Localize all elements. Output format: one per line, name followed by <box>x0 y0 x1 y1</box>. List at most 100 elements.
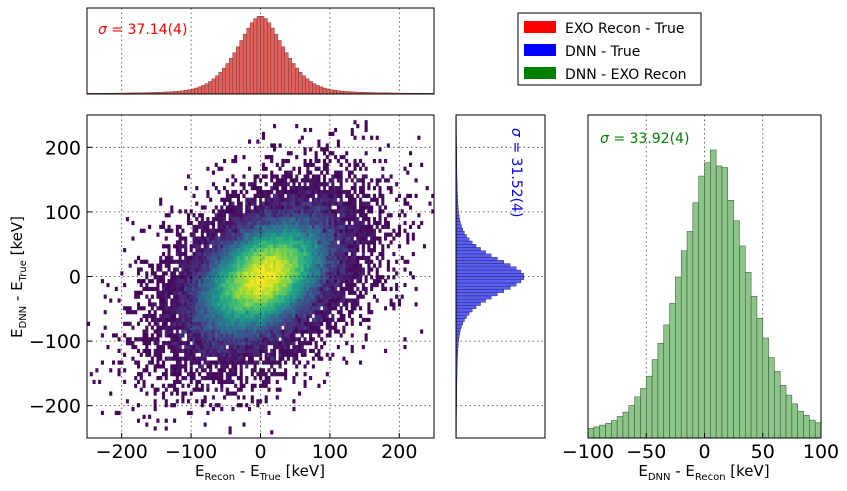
difference-histogram-bar <box>692 202 699 439</box>
heatmap-cell <box>223 290 227 295</box>
heatmap-cell <box>206 251 210 257</box>
heatmap-cell <box>292 197 296 202</box>
heatmap-cell <box>131 310 135 315</box>
heatmap-cell <box>292 360 296 365</box>
heatmap-cell <box>320 205 324 210</box>
heatmap-cell <box>175 244 179 249</box>
heatmap-cell <box>286 205 290 210</box>
heatmap-cell <box>173 356 177 361</box>
heatmap-cell <box>239 364 243 369</box>
heatmap-cell <box>192 333 196 338</box>
heatmap-cell <box>278 197 282 202</box>
heatmap-cell <box>345 236 349 241</box>
heatmap-cell <box>148 414 152 419</box>
heatmap-cell <box>136 360 141 365</box>
heatmap-cell <box>297 170 302 175</box>
heatmap-cell <box>275 321 279 326</box>
heatmap-cell <box>181 375 185 381</box>
heatmap-cell <box>306 244 310 249</box>
heatmap-cell <box>350 317 354 323</box>
top-histogram-bar <box>249 22 254 95</box>
heatmap-cell <box>206 263 210 268</box>
heatmap-cell <box>275 317 279 323</box>
heatmap-cell <box>164 387 168 392</box>
heatmap-cell <box>392 251 396 257</box>
heatmap-cell <box>292 248 296 253</box>
heatmap-cell <box>186 310 191 315</box>
heatmap-cell <box>272 271 277 276</box>
heatmap-cell <box>306 236 310 241</box>
heatmap-cell <box>300 193 304 198</box>
heatmap-cell <box>325 213 329 218</box>
heatmap-cell <box>250 220 254 226</box>
heatmap-cell <box>336 158 340 164</box>
heatmap-cell <box>336 143 340 148</box>
heatmap-cell <box>264 220 268 226</box>
heatmap-cell <box>236 263 240 268</box>
heatmap-cell <box>306 220 310 226</box>
heatmap-cell <box>334 251 338 257</box>
difference-x-tick-label: −50 <box>626 441 666 463</box>
heatmap-cell <box>253 325 257 330</box>
heatmap-cell <box>361 205 365 210</box>
heatmap-cell <box>195 275 199 280</box>
heatmap-cell <box>303 379 307 385</box>
heatmap-cell <box>320 251 324 257</box>
heatmap-cell <box>192 236 196 241</box>
heatmap-cell <box>364 333 368 338</box>
heatmap-cell <box>284 329 288 334</box>
heatmap-cell <box>217 403 221 408</box>
heatmap-cell <box>370 267 374 272</box>
heatmap-cell <box>198 236 202 241</box>
heatmap-cell <box>350 279 354 284</box>
heatmap-cell <box>217 306 221 311</box>
heatmap-cell <box>331 248 335 253</box>
heatmap-cell <box>217 302 221 307</box>
heatmap-cell <box>264 399 268 404</box>
heatmap-cell <box>150 271 154 276</box>
heatmap-cell <box>173 271 177 276</box>
right-marginal-bar <box>455 266 517 271</box>
top-histogram-bar <box>246 27 251 95</box>
heatmap-cell <box>322 248 327 253</box>
heatmap-cell <box>156 290 160 295</box>
heatmap-cell <box>228 337 232 342</box>
heatmap-cell <box>392 267 396 272</box>
heatmap-cell <box>220 275 224 280</box>
heatmap-cell <box>239 337 243 342</box>
heatmap-x-tick-label: 100 <box>312 441 348 463</box>
heatmap-cell <box>306 166 310 171</box>
heatmap-cell <box>309 232 313 237</box>
heatmap-cell <box>192 344 196 350</box>
heatmap-cell <box>322 193 327 198</box>
heatmap-cell <box>289 298 293 303</box>
heatmap-cell <box>297 228 302 233</box>
heatmap-cell <box>211 321 215 326</box>
difference-histogram-bar <box>628 405 635 439</box>
heatmap-cell <box>161 290 166 295</box>
heatmap-cell <box>281 279 285 284</box>
heatmap-cell <box>267 244 271 249</box>
heatmap-cell <box>270 271 274 276</box>
heatmap-cell <box>239 267 243 272</box>
heatmap-cell <box>259 255 263 261</box>
heatmap-cell <box>322 313 327 319</box>
heatmap-cell <box>309 244 313 249</box>
heatmap-cell <box>242 333 246 338</box>
heatmap-cell <box>303 313 307 319</box>
heatmap-cell <box>198 333 202 338</box>
heatmap-cell <box>228 333 232 338</box>
heatmap-cell <box>295 325 299 330</box>
heatmap-cell <box>342 209 346 214</box>
heatmap-cell <box>261 267 265 272</box>
top-histogram-bar <box>229 58 233 95</box>
heatmap-cell <box>364 174 368 179</box>
heatmap-cell <box>181 279 185 284</box>
heatmap-cell <box>364 120 368 125</box>
heatmap-cell <box>242 313 246 319</box>
heatmap-cell <box>181 329 185 334</box>
heatmap-cell <box>156 282 160 288</box>
heatmap-cell <box>364 232 368 237</box>
heatmap-cell <box>245 197 249 202</box>
heatmap-cell <box>295 248 299 253</box>
